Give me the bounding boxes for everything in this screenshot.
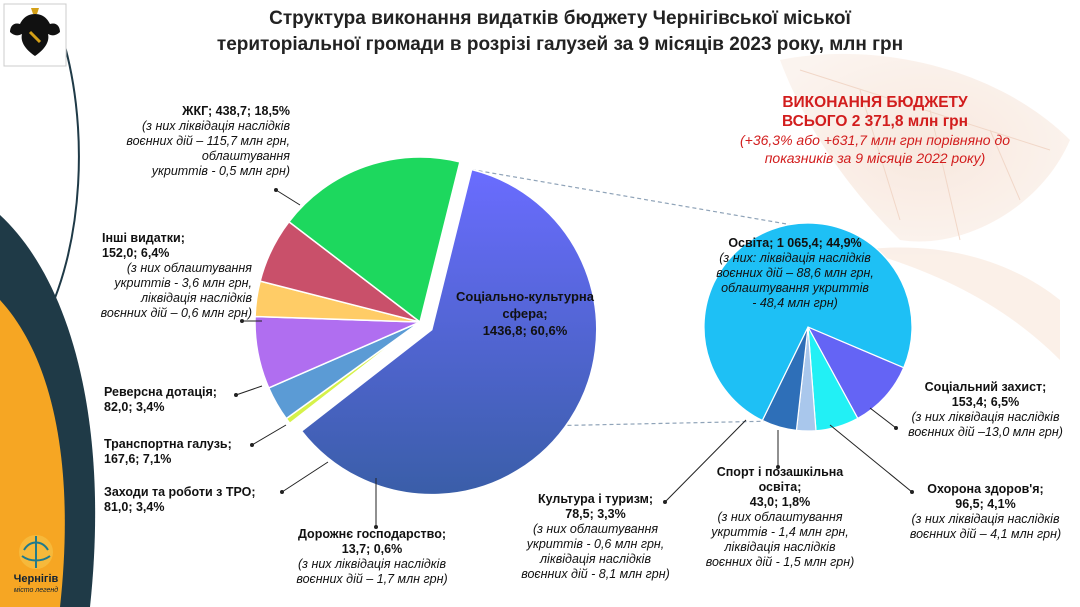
leader-social-protect: [869, 407, 897, 429]
logo-name: Чернігів: [13, 573, 59, 585]
leader-health: [829, 424, 913, 493]
label-social-protect: Соціальний захист; 153,4; 6,5% (з них лі…: [908, 380, 1063, 439]
title-line-1: Структура виконання видатків бюджету Чер…: [269, 8, 851, 29]
pie-slice-zhkg: [287, 156, 461, 324]
budget-summary: ВИКОНАННЯ БЮДЖЕТУ ВСЬОГО 2 371,8 млн грн…: [690, 93, 1060, 167]
leader-zhkg: [275, 189, 301, 206]
chernihiv-logo-icon: [19, 535, 53, 569]
leader-transport-dot: [250, 443, 254, 447]
logo-subtitle: місто легенд: [13, 587, 59, 594]
leader-social-protect-dot: [894, 426, 898, 430]
page-title: Структура виконання видатків бюджету Чер…: [150, 6, 970, 58]
leader-zhkg-dot: [274, 188, 278, 192]
coat-of-arms-icon: [3, 3, 67, 67]
title-line-2: територіальної громади в розрізі галузей…: [216, 34, 904, 55]
label-culture: Культура і туризм; 78,5; 3,3% (з них обл…: [521, 492, 670, 581]
leader-sport-dot: [776, 465, 780, 469]
connector-top: [471, 168, 791, 226]
leader-road-dot: [374, 525, 378, 529]
leader-reverse: [235, 385, 263, 396]
label-road: Дорожнє господарство; 13,7; 0,6% (з них …: [296, 527, 448, 586]
leader-tro-dot: [280, 490, 284, 494]
label-sport: Спорт і позашкільна освіта; 43,0; 1,8% (…: [705, 465, 855, 569]
label-tro: Заходи та роботи з ТРО; 81,0; 3,4%: [104, 485, 256, 514]
label-osvita: Освіта; 1 065,4; 44,9% (з них: ліквідаці…: [716, 236, 874, 310]
left-orange-arc: [0, 300, 65, 607]
label-social-culture: Соціально-культурна сфера; 1436,8; 60,6%: [456, 289, 594, 338]
summary-line-1: ВИКОНАННЯ БЮДЖЕТУ: [782, 94, 968, 111]
label-transport: Транспортна галузь; 167,6; 7,1%: [104, 437, 232, 466]
label-zhkg: ЖКГ; 438,7; 18,5% (з них ліквідація насл…: [126, 104, 290, 178]
leader-culture: [664, 419, 747, 503]
leader-reverse-dot: [234, 393, 238, 397]
leaf-decor: [780, 53, 1070, 360]
leader-inshi-dot: [240, 319, 244, 323]
pie-slice-osvita: [703, 222, 913, 422]
leader-tro: [281, 461, 329, 493]
pie-slice-social_culture: [300, 168, 598, 496]
label-reverse: Реверсна дотація; 82,0; 3,4%: [104, 385, 217, 414]
summary-line-2: ВСЬОГО 2 371,8 млн грн: [781, 113, 969, 130]
leader-health-dot: [910, 490, 914, 494]
summary-line-4: показників за 9 місяців 2022 року): [764, 150, 986, 166]
summary-line-3: (+36,3% або +631,7 млн грн порівняно до: [739, 132, 1010, 148]
label-inshi: Інші видатки; 152,0; 6,4% (з них облашту…: [100, 231, 252, 320]
label-health: Охорона здоров'я; 96,5; 4,1% (з них лікв…: [909, 482, 1062, 541]
leader-transport: [251, 424, 287, 446]
pie-slice-social_protect: [806, 325, 905, 420]
leader-culture-dot: [663, 500, 667, 504]
